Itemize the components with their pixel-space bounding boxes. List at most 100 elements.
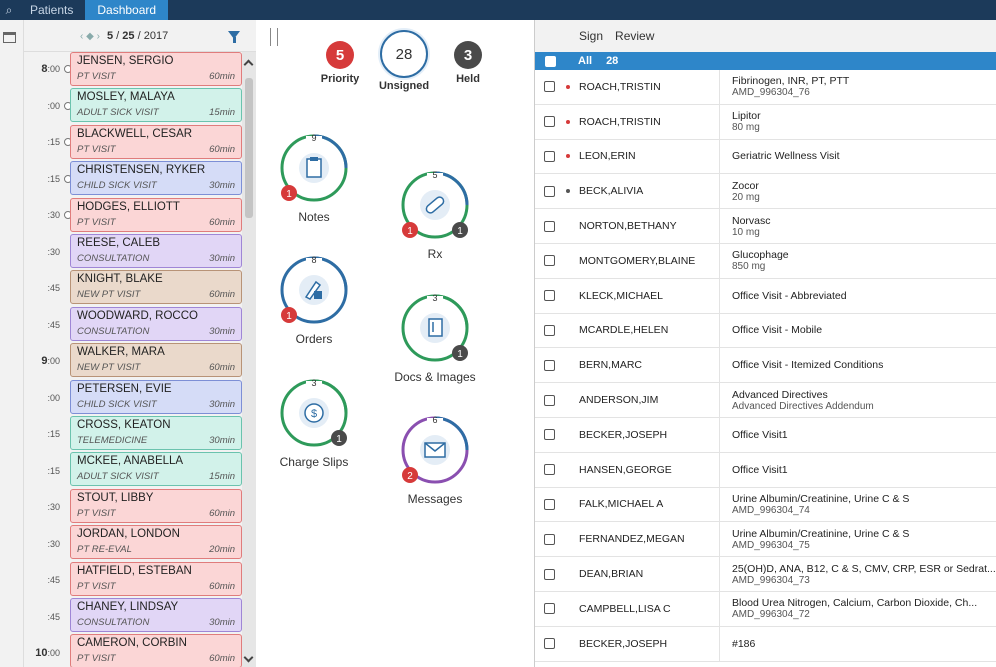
table-row[interactable]: KLECK,MICHAEL Office Visit - Abbreviated [535, 278, 996, 314]
appointment-card[interactable]: KNIGHT, BLAKE NEW PT VISIT 60min [70, 270, 242, 305]
time-minute: :15 [47, 465, 60, 476]
row-checkbox[interactable] [543, 638, 555, 650]
row-description: Office Visit - Mobile [719, 313, 996, 348]
tab-patients[interactable]: Patients [30, 3, 74, 17]
appointment-duration: 15min [209, 107, 235, 119]
row-checkbox[interactable] [543, 116, 555, 128]
row-patient-name: FALK,MICHAEL A [579, 498, 664, 511]
widget-notes[interactable]: 9 1 Notes [264, 130, 364, 224]
table-row[interactable]: LEON,ERIN Geriatric Wellness Visit [535, 139, 996, 175]
date-navigator[interactable]: ‹ ◆ › 5 / 25 / 2017 [80, 30, 168, 42]
time-minute: :30 [47, 538, 60, 549]
time-minute: :00 [47, 648, 60, 658]
appointment-card[interactable]: CROSS, KEATON TELEMEDICINE 30min [70, 416, 242, 450]
widget-label: Messages [407, 492, 463, 506]
table-row[interactable]: BECKER,JOSEPH Office Visit1 [535, 417, 996, 453]
row-checkbox[interactable] [543, 429, 555, 441]
appointment-patient-name: WALKER, MARA [77, 346, 165, 359]
calendar-icon[interactable] [3, 32, 16, 43]
all-count: 28 [606, 55, 619, 67]
appointment-card[interactable]: CAMERON, CORBIN PT VISIT 60min [70, 634, 242, 667]
row-checkbox[interactable] [543, 498, 555, 510]
appointment-card[interactable]: MCKEE, ANABELLA ADULT SICK VISIT 15min [70, 452, 242, 487]
flag-cell [563, 209, 579, 243]
select-all-checkbox[interactable] [545, 55, 556, 67]
row-checkbox[interactable] [543, 603, 555, 615]
table-row[interactable]: NORTON,BETHANY Norvasc 10 mg [535, 209, 996, 244]
row-checkbox[interactable] [543, 359, 555, 371]
date-year: 2017 [143, 30, 169, 42]
row-patient-name: HANSEN,GEORGE [579, 463, 672, 476]
review-button[interactable]: Review [615, 29, 655, 43]
appointment-card[interactable]: HODGES, ELLIOTT PT VISIT 60min [70, 197, 242, 232]
row-checkbox[interactable] [543, 568, 555, 580]
appointment-patient-name: PETERSEN, EVIE [77, 382, 172, 395]
row-patient-name: LEON,ERIN [579, 150, 636, 163]
widget-docs-images[interactable]: 3 1 Docs & Images [385, 290, 485, 384]
table-row[interactable]: HANSEN,GEORGE Office Visit1 [535, 452, 996, 488]
priority-stat[interactable]: 5 Priority [312, 41, 368, 85]
appointment-card[interactable]: HATFIELD, ESTEBAN PT VISIT 60min [70, 561, 242, 596]
appointment-type: ADULT SICK VISIT [77, 471, 159, 483]
table-row[interactable]: DEAN,BRIAN 25(OH)D, ANA, B12, C & S, CMV,… [535, 557, 996, 592]
date-nav-arrows-icon[interactable]: ‹ ◆ › [80, 31, 100, 42]
table-row[interactable]: BECKER,JOSEPH #186 [535, 626, 996, 662]
schedule-header: ‹ ◆ › 5 / 25 / 2017 [24, 20, 256, 52]
table-row[interactable]: FALK,MICHAEL A Urine Albumin/Creatinine, … [535, 487, 996, 523]
table-row[interactable]: BERN,MARC Office Visit - Itemized Conditi… [535, 348, 996, 384]
filter-icon[interactable] [228, 31, 240, 43]
table-row[interactable]: MCARDLE,HELEN Office Visit - Mobile [535, 313, 996, 349]
table-row[interactable]: FERNANDEZ,MEGAN Urine Albumin/Creatinine,… [535, 522, 996, 558]
appointment-card[interactable]: REESE, CALEB CONSULTATION 30min [70, 234, 242, 268]
table-row[interactable]: ROACH,TRISTIN Fibrinogen, INR, PT, PTT AMD… [535, 70, 996, 105]
scroll-up-icon[interactable] [243, 59, 254, 70]
row-checkbox[interactable] [543, 464, 555, 476]
unsigned-stat[interactable]: 28 Unsigned [376, 30, 432, 92]
row-checkbox[interactable] [543, 255, 555, 267]
row-checkbox[interactable] [543, 185, 555, 197]
appointment-card[interactable]: CHANEY, LINDSAY CONSULTATION 30min [70, 598, 242, 632]
table-row[interactable]: ANDERSON,JIM Advanced Directives Advanced … [535, 383, 996, 418]
row-checkbox-cell [535, 464, 563, 476]
widget-orders[interactable]: 8 1 Orders [264, 252, 364, 346]
appointment-card[interactable]: MOSLEY, MALAYA ADULT SICK VISIT 15min [70, 88, 242, 123]
priority-badge-count: 2 [407, 471, 413, 482]
widget-messages[interactable]: 6 2 Messages [385, 412, 485, 506]
panel-splitter-icon[interactable] [270, 28, 278, 46]
appointment-card[interactable]: STOUT, LIBBY PT VISIT 60min [70, 488, 242, 523]
tab-dashboard[interactable]: Dashboard [85, 0, 169, 20]
row-checkbox[interactable] [543, 290, 555, 302]
scroll-thumb[interactable] [245, 78, 253, 218]
appointment-card[interactable]: WALKER, MARA NEW PT VISIT 60min [70, 343, 242, 378]
row-checkbox[interactable] [543, 324, 555, 336]
table-row[interactable]: CAMPBELL,LISA C Blood Urea Nitrogen, Calc… [535, 591, 996, 627]
table-row[interactable]: BECK,ALIVIA Zocor 20 mg [535, 174, 996, 210]
row-checkbox-cell [535, 290, 563, 302]
row-checkbox[interactable] [543, 394, 555, 406]
appointment-card[interactable]: BLACKWELL, CESAR PT VISIT 60min [70, 124, 242, 159]
row-checkbox[interactable] [543, 220, 555, 232]
time-minute: :45 [47, 319, 60, 330]
search-icon[interactable]: ⌕ [5, 2, 13, 17]
appointment-card[interactable]: JENSEN, SERGIO PT VISIT 60min [70, 52, 242, 86]
appointment-card[interactable]: CHRISTENSEN, RYKER CHILD SICK VISIT 30min [70, 161, 242, 196]
schedule-scrollbar[interactable] [242, 52, 256, 667]
table-row[interactable]: MONTGOMERY,BLAINE Glucophage 850 mg [535, 243, 996, 279]
row-description: Urine Albumin/Creatinine, Urine C & S AMD… [719, 522, 996, 557]
row-checkbox[interactable] [543, 81, 555, 93]
all-label[interactable]: All [578, 55, 593, 67]
widget-charge-slips[interactable]: $3 1 Charge Slips [264, 375, 364, 469]
scroll-down-icon[interactable] [243, 652, 254, 663]
held-stat[interactable]: 3 Held [440, 41, 496, 85]
appointment-card[interactable]: WOODWARD, ROCCO CONSULTATION 30min [70, 306, 242, 341]
row-description-line1: Office Visit1 [732, 428, 788, 441]
appointment-card[interactable]: JORDAN, LONDON PT RE-EVAL 20min [70, 525, 242, 560]
sign-button[interactable]: Sign [579, 29, 604, 43]
appointment-card[interactable]: PETERSEN, EVIE CHILD SICK VISIT 30min [70, 379, 242, 414]
row-patient-name: KLECK,MICHAEL [579, 289, 664, 302]
widget-rx[interactable]: 5 1 1 Rx [385, 167, 485, 261]
time-minute: :00 [47, 356, 60, 366]
row-checkbox[interactable] [543, 533, 555, 545]
table-row[interactable]: ROACH,TRISTIN Lipitor 80 mg [535, 104, 996, 140]
row-checkbox[interactable] [543, 150, 555, 162]
